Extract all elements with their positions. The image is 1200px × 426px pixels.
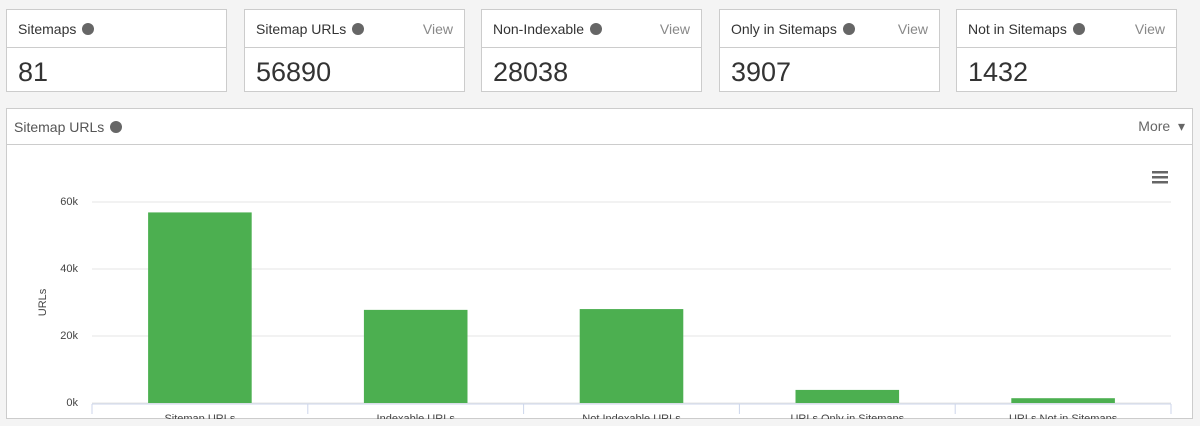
menu-icon[interactable]	[1152, 171, 1168, 184]
chart: 0k 20k 40k 60k URLs Sitemap URLs Indexable URL…	[37, 171, 1172, 425]
bar	[148, 212, 252, 403]
more-menu[interactable]: More ▾	[1138, 118, 1185, 134]
bar	[795, 389, 900, 403]
card-value: 56890	[256, 57, 332, 87]
y-axis-label: URLs	[37, 288, 49, 316]
card-header: Sitemaps	[7, 10, 226, 48]
help-icon[interactable]	[1072, 22, 1085, 35]
card: Sitemap URLs View 56890	[244, 9, 465, 92]
help-icon[interactable]	[590, 22, 603, 35]
help-icon[interactable]	[842, 22, 855, 35]
card-value: 81	[18, 57, 49, 87]
card: Non-Indexable View 28038	[481, 9, 702, 92]
help-icon[interactable]	[82, 22, 95, 35]
bar	[1011, 398, 1115, 403]
view-link[interactable]: View	[897, 20, 928, 37]
y-tick-label: 0k	[66, 397, 78, 409]
help-icon[interactable]	[352, 22, 365, 35]
card: Sitemaps 81	[6, 9, 227, 92]
card-value: 1432	[968, 57, 1029, 87]
card-header: Only in Sitemaps View	[720, 10, 939, 48]
bar	[363, 309, 468, 403]
y-tick-label: 40k	[60, 263, 78, 275]
panel: Sitemap URLs More ▾ 0k 20k 40k 60k URLs Sitema…	[6, 108, 1193, 425]
view-link[interactable]: View	[659, 20, 690, 37]
card-value: 28038	[493, 57, 569, 87]
view-link[interactable]: View	[422, 20, 453, 37]
x-tick-label: Sitemap URLs	[164, 413, 235, 419]
card-value: 3907	[731, 57, 792, 87]
y-tick-label: 20k	[60, 330, 78, 342]
card: Only in Sitemaps View 3907	[719, 9, 940, 92]
y-tick-label: 60k	[60, 196, 78, 208]
card-label: Not in Sitemaps	[968, 20, 1067, 37]
more-label[interactable]: More	[1138, 118, 1171, 134]
x-tick-label: URLs Only in Sitemaps	[790, 413, 904, 419]
bar	[579, 309, 684, 403]
panel-header: Sitemap URLs More ▾	[7, 109, 1192, 145]
card-label: Sitemaps	[18, 20, 77, 37]
card-label: Only in Sitemaps	[731, 20, 837, 37]
card: Not in Sitemaps View 1432	[956, 9, 1177, 92]
view-link[interactable]: View	[1134, 20, 1165, 37]
card-header: Not in Sitemaps View	[957, 10, 1176, 48]
help-icon[interactable]	[110, 120, 123, 133]
x-tick-label: Indexable URLs	[377, 413, 456, 419]
card-label: Sitemap URLs	[256, 20, 347, 37]
card-header: Non-Indexable View	[482, 10, 701, 48]
x-tick-label: Not Indexable URLs	[582, 413, 681, 419]
card-label: Non-Indexable	[493, 20, 585, 37]
panel-title: Sitemap URLs	[14, 118, 105, 135]
card-header: Sitemap URLs View	[245, 10, 464, 48]
x-tick-label: URLs Not in Sitemaps	[1009, 413, 1118, 419]
